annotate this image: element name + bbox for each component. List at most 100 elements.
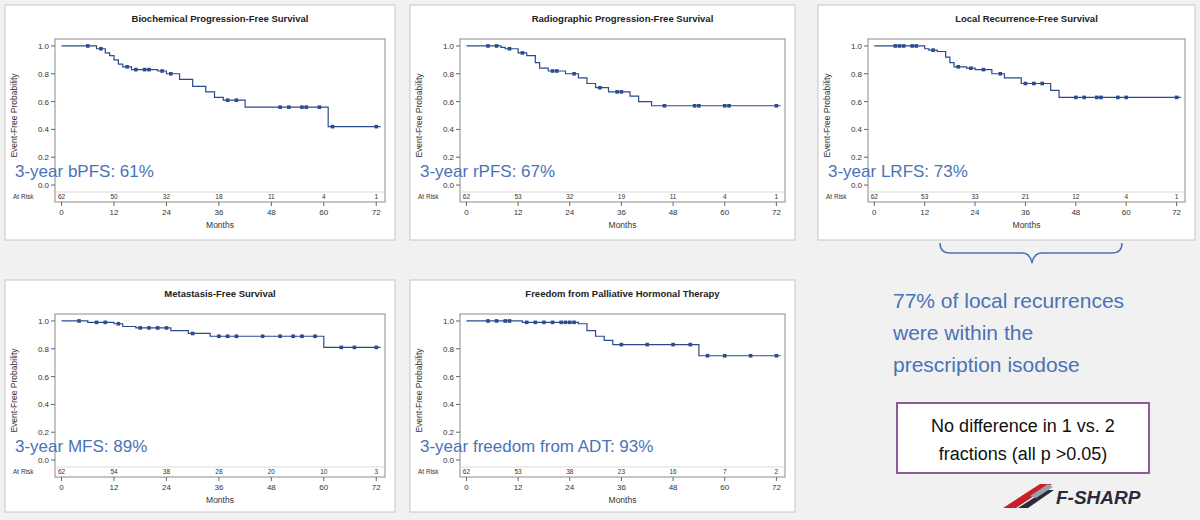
x-tick xyxy=(376,202,377,206)
y-tick-label: 0.2 xyxy=(38,428,50,437)
y-tick-label: 1.0 xyxy=(443,42,455,51)
censor-mark xyxy=(910,44,914,48)
x-tick-label: 48 xyxy=(1071,208,1080,217)
y-tick-label: 1.0 xyxy=(38,317,50,326)
censor-mark xyxy=(931,48,935,52)
data-layer xyxy=(466,44,780,107)
chart-title: Metastasis-Free Survival xyxy=(164,288,275,299)
x-tick xyxy=(776,202,777,206)
x-tick xyxy=(518,477,519,481)
y-tick-label: 1.0 xyxy=(38,42,50,51)
y-tick-label: 0.8 xyxy=(851,70,863,79)
y-tick-label: 0.6 xyxy=(443,98,455,107)
callout-text: No difference in 1 vs. 2 xyxy=(931,416,1115,436)
note-text: prescription isodose xyxy=(893,353,1080,376)
annotation: 3-year bPFS: 61% xyxy=(15,162,154,181)
chart-title: Radiographic Progression-Free Survival xyxy=(532,13,714,24)
x-tick-label: 60 xyxy=(319,208,328,217)
censor-mark xyxy=(508,319,512,323)
at-risk-count: 16 xyxy=(669,468,677,475)
censor-mark xyxy=(331,125,335,129)
x-tick xyxy=(323,477,324,481)
censor-mark xyxy=(1175,96,1179,100)
y-tick-label: 0.4 xyxy=(851,125,863,134)
censor-mark xyxy=(226,98,230,102)
x-tick-label: 72 xyxy=(372,208,381,217)
y-tick-label: 0.6 xyxy=(38,373,50,382)
censor-mark xyxy=(191,332,195,336)
x-tick-label: 72 xyxy=(1172,208,1181,217)
at-risk-count: 62 xyxy=(463,193,471,200)
censor-mark xyxy=(572,72,576,76)
y-tick xyxy=(51,404,55,405)
censor-mark xyxy=(598,86,602,90)
y-tick-label: 0.0 xyxy=(851,181,863,190)
panel-border xyxy=(5,280,395,512)
x-tick xyxy=(673,202,674,206)
censor-mark xyxy=(300,334,304,338)
censor-mark xyxy=(615,90,619,94)
x-tick xyxy=(975,202,976,206)
y-tick xyxy=(51,376,55,377)
at-risk-count: 38 xyxy=(566,468,574,475)
censor-mark xyxy=(697,104,701,108)
at-risk-count: 4 xyxy=(322,193,326,200)
at-risk-label: At Risk xyxy=(826,193,847,200)
survival-curve xyxy=(62,321,381,347)
x-tick-label: 48 xyxy=(669,208,678,217)
at-risk-count: 21 xyxy=(1022,193,1030,200)
x-tick-label: 0 xyxy=(59,208,64,217)
y-tick-label: 0.8 xyxy=(38,345,50,354)
censor-mark xyxy=(134,68,138,72)
y-tick-label: 0.2 xyxy=(443,153,455,162)
censor-mark xyxy=(1040,82,1044,86)
x-tick xyxy=(1176,202,1177,206)
censor-mark xyxy=(374,346,378,350)
survival-curve xyxy=(62,46,381,127)
y-tick-label: 0.0 xyxy=(38,456,50,465)
y-tick xyxy=(51,101,55,102)
y-tick xyxy=(864,185,868,186)
censor-mark xyxy=(898,44,902,48)
x-tick-label: 48 xyxy=(267,483,276,492)
censor-mark xyxy=(486,44,490,48)
y-tick xyxy=(51,185,55,186)
x-axis-label: Months xyxy=(206,495,234,505)
y-axis-label: Event-Free Probability xyxy=(9,73,19,158)
censor-mark xyxy=(551,69,555,73)
at-risk-label: At Risk xyxy=(418,193,439,200)
at-risk-count: 32 xyxy=(566,193,574,200)
chart-title: Freedom from Palliative Hormonal Therapy xyxy=(525,288,720,299)
x-axis-label: Months xyxy=(609,495,637,505)
censor-mark xyxy=(226,334,230,338)
x-tick xyxy=(724,477,725,481)
censor-mark xyxy=(147,68,151,72)
censor-mark xyxy=(749,354,753,358)
panel: Metastasis-Free Survival0.00.20.40.60.81… xyxy=(5,280,395,512)
y-tick-label: 0.4 xyxy=(38,125,50,134)
x-tick-label: 12 xyxy=(110,483,119,492)
y-tick xyxy=(51,320,55,321)
censor-mark xyxy=(1032,82,1036,86)
y-tick-label: 0.6 xyxy=(851,98,863,107)
y-tick-label: 0.2 xyxy=(443,428,455,437)
data-layer xyxy=(874,44,1181,99)
censor-mark xyxy=(727,104,731,108)
x-tick-label: 12 xyxy=(514,208,523,217)
panel-border xyxy=(410,280,795,512)
at-risk-label: At Risk xyxy=(418,468,439,475)
logo-text: F-SHARP xyxy=(1056,487,1141,508)
censor-mark xyxy=(572,321,576,325)
censor-mark xyxy=(235,98,239,102)
y-tick-label: 0.8 xyxy=(443,345,455,354)
censor-mark xyxy=(169,72,173,76)
x-tick xyxy=(166,202,167,206)
x-tick xyxy=(271,477,272,481)
panel-border xyxy=(818,5,1195,240)
x-tick-label: 60 xyxy=(319,483,328,492)
at-risk-count: 53 xyxy=(921,193,929,200)
censor-mark xyxy=(902,44,906,48)
censor-mark xyxy=(503,319,507,323)
x-tick xyxy=(621,477,622,481)
censor-mark xyxy=(521,51,525,55)
